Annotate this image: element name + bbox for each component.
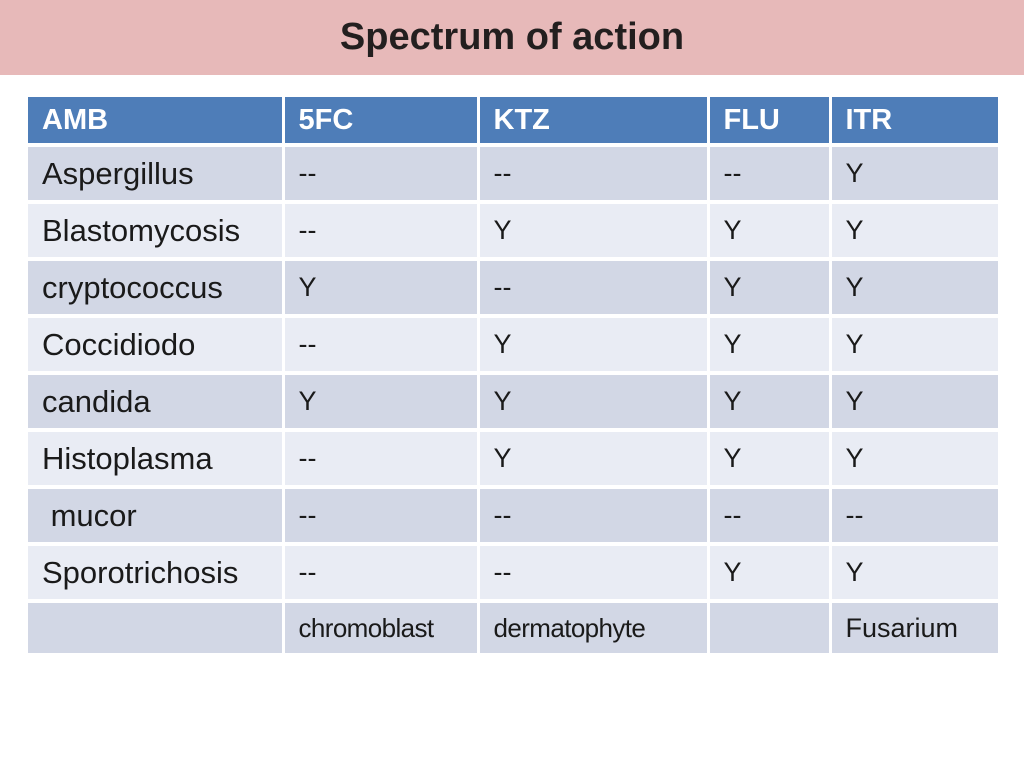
table-cell: Y	[478, 202, 710, 261]
table-cell: Y	[830, 373, 998, 432]
table-row: Sporotrichosis -- -- Y Y	[28, 544, 998, 603]
table-cell: Y	[478, 430, 710, 489]
table-cell: --	[283, 316, 480, 375]
slide-title: Spectrum of action	[339, 16, 685, 58]
row-label	[28, 601, 285, 653]
table-cell: chromoblast	[283, 601, 480, 653]
table-cell: --	[283, 430, 480, 489]
table-cell: Y	[830, 544, 998, 603]
table-cell: --	[283, 202, 480, 261]
table-cell: Y	[478, 316, 710, 375]
table-cell: Fusarium	[830, 601, 998, 653]
table-row: mucor -- -- -- --	[28, 487, 998, 546]
column-header-amb: AMB	[28, 97, 285, 147]
table-cell: Y	[830, 430, 998, 489]
spectrum-table: AMB 5FC KTZ FLU ITR Aspergillus -- -- -- Y Blasto…	[28, 97, 998, 653]
table-cell: Y	[708, 373, 832, 432]
table-cell: Y	[830, 259, 998, 318]
table-cell: Y	[283, 373, 480, 432]
table-cell: --	[283, 487, 480, 546]
table-row: cryptococcus Y -- Y Y	[28, 259, 998, 318]
row-label: Aspergillus	[28, 145, 285, 204]
table-cell: Y	[830, 145, 998, 204]
title-banner: Spectrum of action	[0, 0, 1024, 75]
table-cell: --	[478, 544, 710, 603]
row-label: Coccidiodo	[28, 316, 285, 375]
table-cell: --	[478, 487, 710, 546]
table-row: Coccidiodo -- Y Y Y	[28, 316, 998, 375]
table-row: candida Y Y Y Y	[28, 373, 998, 432]
table-cell: dermatophyte	[478, 601, 710, 653]
table-cell: --	[478, 145, 710, 204]
table-cell: Y	[830, 202, 998, 261]
column-header-flu: FLU	[708, 97, 832, 147]
table-cell: Y	[708, 316, 832, 375]
table-cell: Y	[708, 259, 832, 318]
table-cell: Y	[283, 259, 480, 318]
header-row: AMB 5FC KTZ FLU ITR	[28, 97, 998, 147]
column-header-ktz: KTZ	[478, 97, 710, 147]
column-header-itr: ITR	[830, 97, 998, 147]
table-cell: --	[283, 145, 480, 204]
table-cell: Y	[830, 316, 998, 375]
table-row: chromoblast dermatophyte Fusarium	[28, 601, 998, 653]
table-header: AMB 5FC KTZ FLU ITR	[28, 97, 998, 147]
table-cell: --	[708, 145, 832, 204]
table-cell: --	[830, 487, 998, 546]
table-cell: Y	[708, 544, 832, 603]
row-label: candida	[28, 373, 285, 432]
row-label: Blastomycosis	[28, 202, 285, 261]
table-cell: Y	[708, 202, 832, 261]
table-row: Aspergillus -- -- -- Y	[28, 145, 998, 204]
table-cell: Y	[708, 430, 832, 489]
row-label: mucor	[28, 487, 285, 546]
table-row: Histoplasma -- Y Y Y	[28, 430, 998, 489]
table-cell: --	[283, 544, 480, 603]
table-row: Blastomycosis -- Y Y Y	[28, 202, 998, 261]
row-label: Sporotrichosis	[28, 544, 285, 603]
table-cell: --	[478, 259, 710, 318]
column-header-5fc: 5FC	[283, 97, 480, 147]
table-cell: Y	[478, 373, 710, 432]
table-cell: --	[708, 487, 832, 546]
table-cell	[708, 601, 832, 653]
row-label: cryptococcus	[28, 259, 285, 318]
row-label: Histoplasma	[28, 430, 285, 489]
